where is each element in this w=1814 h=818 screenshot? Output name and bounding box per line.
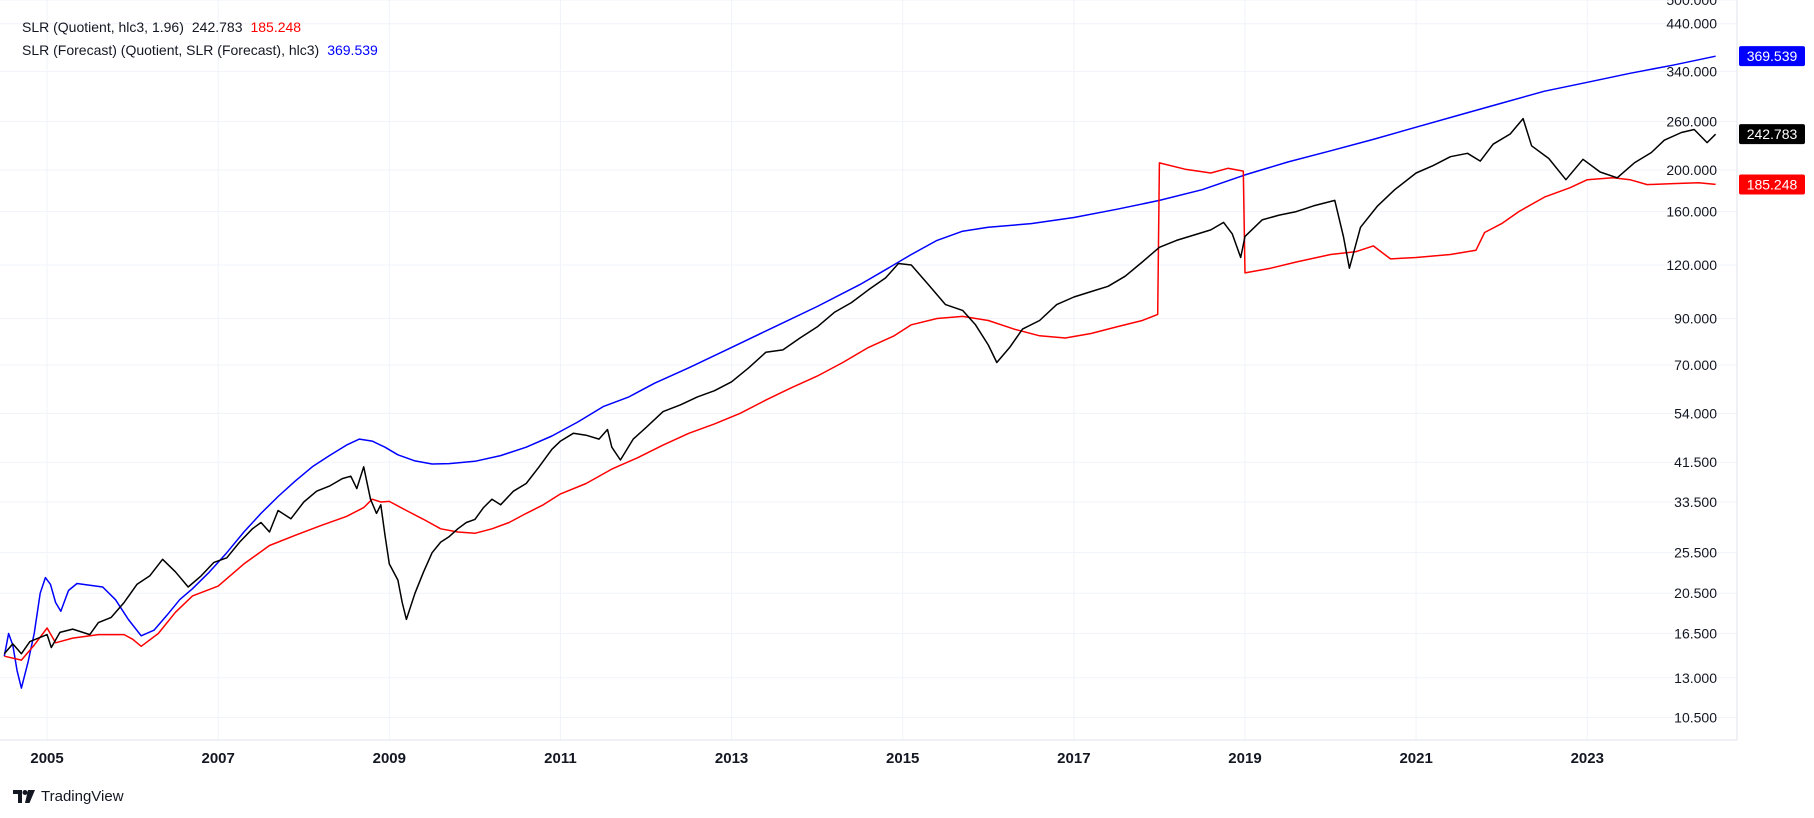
last-value-badge [1739, 174, 1805, 195]
y-tick-label: 20.500 [1674, 585, 1717, 601]
last-value-badge [1739, 46, 1805, 67]
y-tick-label: 120.000 [1666, 257, 1717, 273]
y-tick-label: 200.000 [1666, 162, 1717, 178]
y-tick-label: 160.000 [1666, 204, 1717, 220]
last-value-badge [1739, 124, 1805, 145]
y-tick-label: 260.000 [1666, 113, 1717, 129]
x-tick-label: 2021 [1399, 750, 1432, 767]
tradingview-brand[interactable]: TradingView [13, 788, 124, 805]
legend-forecast-label: SLR (Forecast) (Quotient, SLR (Forecast)… [22, 42, 320, 58]
legend-band-value: 185.248 [250, 19, 302, 35]
legend-row-forecast[interactable]: SLR (Forecast) (Quotient, SLR (Forecast)… [22, 39, 378, 62]
last-value-badge-text: 369.539 [1747, 48, 1798, 64]
last-value-badges: 242.783 185.248 369.539 [1739, 46, 1805, 195]
y-axis: 500.000 440.000 340.000 260.000 200.000 160.0… [1666, 0, 1717, 725]
y-tick-label: 16.500 [1674, 626, 1717, 642]
series-line [3, 117, 1717, 655]
x-tick-label: 2011 [544, 750, 577, 767]
y-tick-label: 33.500 [1674, 494, 1717, 510]
y-tick-label: 70.000 [1674, 357, 1717, 373]
y-tick-label: 13.000 [1674, 670, 1717, 686]
legend-main-label: SLR (Quotient, hlc3, 1.96) [22, 19, 184, 35]
series-line [4, 162, 1716, 661]
y-tick-label: 440.000 [1666, 16, 1717, 32]
last-value-badge-text: 242.783 [1747, 126, 1798, 142]
x-axis: 2005 2007 2009 2011 2013 2015 2017 2019 2021 2023 [30, 750, 1604, 767]
x-tick-label: 2019 [1228, 750, 1261, 767]
x-tick-label: 2023 [1571, 750, 1604, 767]
tradingview-brand-text: TradingView [41, 788, 124, 805]
y-tick-label: 90.000 [1674, 310, 1717, 326]
x-tick-label: 2017 [1057, 750, 1090, 767]
series-layer [3, 55, 1717, 689]
y-tick-label: 500.000 [1666, 0, 1717, 8]
series-line [3, 55, 1716, 689]
y-tick-label: 10.500 [1674, 709, 1717, 725]
x-tick-label: 2015 [886, 750, 919, 767]
legend-row-main[interactable]: SLR (Quotient, hlc3, 1.96) 242.783 185.248 [22, 16, 378, 39]
x-tick-label: 2009 [373, 750, 406, 767]
tradingview-logo-icon [13, 790, 35, 803]
grid [0, 0, 1737, 740]
x-tick-label: 2007 [202, 750, 235, 767]
legend: SLR (Quotient, hlc3, 1.96) 242.783 185.248… [22, 16, 378, 62]
y-tick-label: 54.000 [1674, 405, 1717, 421]
y-tick-label: 41.500 [1674, 454, 1717, 470]
y-tick-label: 25.500 [1674, 545, 1717, 561]
x-tick-label: 2013 [715, 750, 748, 767]
last-value-badge-text: 185.248 [1747, 176, 1798, 192]
y-tick-label: 340.000 [1666, 64, 1717, 80]
legend-forecast-value: 369.539 [327, 42, 378, 58]
x-tick-label: 2005 [30, 750, 63, 767]
legend-main-value: 242.783 [191, 19, 243, 35]
